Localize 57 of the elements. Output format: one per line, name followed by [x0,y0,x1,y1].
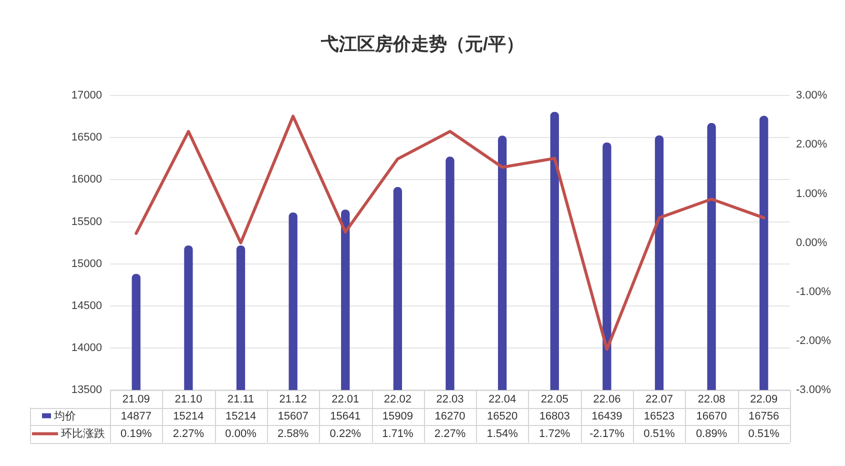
data-label: 16270 [434,410,466,422]
x-tick-label: 22.06 [593,394,621,406]
x-tick-label: 22.03 [436,394,464,406]
y-tick-label: 13500 [71,384,102,396]
legend-label: 环比涨跌 [61,426,105,440]
y2-tick-label: -1.00% [796,286,832,298]
x-tick-label: 21.12 [279,394,307,406]
data-label: 15214 [225,410,256,422]
data-label: 2.27% [434,428,466,440]
x-tick-label: 21.10 [174,394,202,406]
y2-tick-label: 3.00% [796,90,828,102]
data-label: 16803 [539,410,570,422]
data-label: 1.72% [539,428,570,440]
data-label: 16439 [592,410,622,422]
data-label: 16670 [696,410,727,422]
y2-tick-label: -2.00% [796,334,832,347]
data-label: 16520 [487,410,518,422]
data-label: 2.27% [172,428,204,440]
data-label: 15607 [278,410,308,422]
data-label: 1.71% [382,428,414,440]
data-label: 16523 [644,410,675,422]
y-tick-label: 14500 [71,300,102,312]
x-tick-label: 21.11 [227,394,254,406]
x-tick-label: 21.09 [122,394,150,406]
data-label: 0.00% [225,428,257,440]
data-label: 15214 [173,410,204,422]
data-label: 1.54% [486,428,518,440]
y-tick-label: 15500 [71,216,102,228]
x-tick-label: 22.02 [384,394,412,406]
x-tick-label: 22.09 [750,394,778,406]
data-label: 15641 [330,410,361,422]
legend-label: 均价 [53,410,76,422]
data-label: 14877 [120,410,152,422]
data-label: 0.22% [330,428,362,440]
data-label: 2.58% [277,428,309,440]
x-tick-label: 22.08 [698,394,726,406]
y-tick-label: 16000 [71,174,102,186]
y2-tick-label: 1.00% [796,188,828,200]
data-label: 0.89% [696,428,728,440]
x-tick-label: 22.07 [645,394,673,406]
y-tick-label: 16500 [71,132,102,144]
data-label: 0.19% [120,428,152,440]
data-label: 16756 [748,410,780,422]
chart-title: 弋江区房价走势（元/平） [320,34,524,54]
data-label: -2.17% [589,428,625,440]
y2-tick-label: 0.00% [796,236,828,249]
x-tick-label: 22.01 [332,394,360,406]
y-tick-label: 14000 [71,342,102,354]
data-label: 0.51% [644,428,676,440]
x-tick-label: 22.04 [488,394,516,406]
y-tick-label: 15000 [71,258,102,270]
data-label: 0.51% [748,428,780,440]
x-tick-label: 22.05 [540,394,568,406]
y-tick-label: 17000 [71,90,102,102]
data-label: 15909 [382,410,413,422]
y2-tick-label: 2.00% [796,138,828,151]
y2-tick-label: -3.00% [796,384,832,396]
